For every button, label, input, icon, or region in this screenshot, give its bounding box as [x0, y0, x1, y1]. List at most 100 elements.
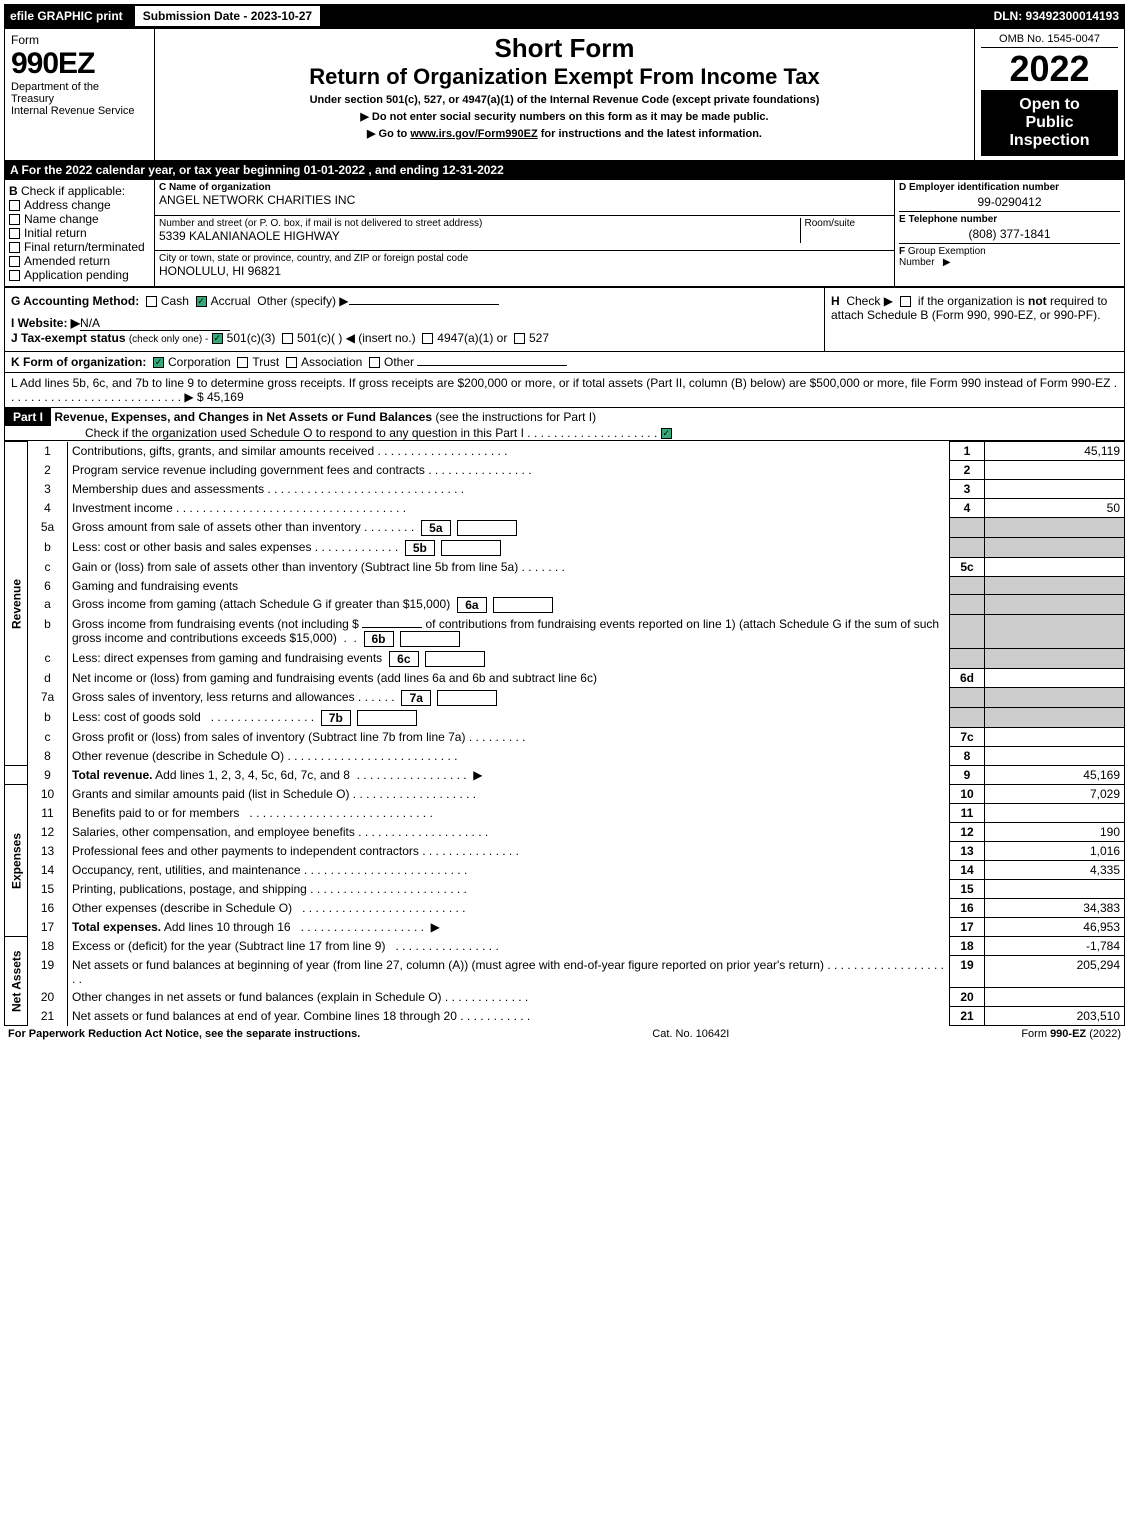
line-9-ref: 9	[950, 766, 985, 785]
check-schedule-o[interactable]	[661, 428, 672, 439]
line-9-desc: Total revenue.	[72, 768, 152, 782]
netassets-section-label: Net Assets	[5, 937, 28, 1026]
line-12-ref: 12	[950, 823, 985, 842]
line-19-ref: 19	[950, 956, 985, 988]
city-state-zip: HONOLULU, HI 96821	[159, 264, 890, 278]
check-name-change[interactable]: Name change	[9, 212, 150, 226]
note-goto: ▶ Go to www.irs.gov/Form990EZ for instru…	[161, 123, 968, 140]
line-12-no: 12	[28, 823, 68, 842]
line-17-ref: 17	[950, 918, 985, 937]
line-7b-sub: 7b	[321, 710, 351, 726]
submission-date: Submission Date - 2023-10-27	[133, 4, 322, 28]
line-7c-ref: 7c	[950, 728, 985, 747]
line-6a-desc: Gross income from gaming (attach Schedul…	[72, 597, 450, 611]
line-6c-no: c	[28, 649, 68, 669]
check-trust[interactable]	[237, 357, 248, 368]
line-5b-sub: 5b	[405, 540, 435, 556]
footer-left: For Paperwork Reduction Act Notice, see …	[8, 1028, 360, 1040]
short-form-title: Short Form	[161, 33, 968, 64]
line-4-amt: 50	[985, 499, 1125, 518]
line-2-ref: 2	[950, 461, 985, 480]
line-2-no: 2	[28, 461, 68, 480]
section-j: J Tax-exempt status (check only one) - 5…	[11, 331, 818, 345]
line-10-no: 10	[28, 785, 68, 804]
section-g-label: G Accounting Method:	[11, 294, 139, 308]
part1-note: (see the instructions for Part I)	[435, 410, 596, 424]
part1-title: Revenue, Expenses, and Changes in Net As…	[54, 410, 432, 424]
check-final-return[interactable]: Final return/terminated	[9, 240, 150, 254]
open-to-public: Open toPublicInspection	[981, 90, 1118, 156]
line-11-ref: 11	[950, 804, 985, 823]
line-5b-desc: Less: cost or other basis and sales expe…	[72, 540, 311, 554]
efile-label: efile GRAPHIC print	[4, 9, 129, 23]
line-14-desc: Occupancy, rent, utilities, and maintena…	[72, 863, 301, 877]
section-a: A For the 2022 calendar year, or tax yea…	[4, 161, 1125, 179]
line-13-ref: 13	[950, 842, 985, 861]
check-527[interactable]	[514, 333, 525, 344]
line-7a-sub: 7a	[401, 690, 431, 706]
line-19-no: 19	[28, 956, 68, 988]
line-8-desc: Other revenue (describe in Schedule O)	[72, 749, 284, 763]
line-7a-desc: Gross sales of inventory, less returns a…	[72, 690, 355, 704]
check-schedule-b[interactable]	[900, 296, 911, 307]
expenses-section-label: Expenses	[5, 785, 28, 937]
website-value: N/A	[80, 316, 230, 331]
part1-header: Part I Revenue, Expenses, and Changes in…	[4, 408, 1125, 441]
check-address-change[interactable]: Address change	[9, 198, 150, 212]
line-6b-sub: 6b	[364, 631, 394, 647]
line-16-ref: 16	[950, 899, 985, 918]
line-4-no: 4	[28, 499, 68, 518]
line-15-no: 15	[28, 880, 68, 899]
line-6b-no: b	[28, 615, 68, 649]
check-accrual[interactable]	[196, 296, 207, 307]
line-14-no: 14	[28, 861, 68, 880]
tax-year: 2022	[981, 48, 1118, 90]
other-specify: Other (specify) ▶	[257, 294, 348, 308]
note-ssn: ▶ Do not enter social security numbers o…	[161, 106, 968, 123]
check-other-org[interactable]	[369, 357, 380, 368]
line-8-amt	[985, 747, 1125, 766]
line-5a-no: 5a	[28, 518, 68, 538]
line-21-amt: 203,510	[985, 1007, 1125, 1026]
line-3-ref: 3	[950, 480, 985, 499]
section-c-addr-label: Number and street (or P. O. box, if mail…	[159, 218, 800, 229]
check-4947[interactable]	[422, 333, 433, 344]
line-11-desc: Benefits paid to or for members	[72, 806, 239, 820]
section-e-label: E Telephone number	[899, 211, 1120, 225]
line-5c-no: c	[28, 558, 68, 577]
line-7b-no: b	[28, 708, 68, 728]
footer: For Paperwork Reduction Act Notice, see …	[4, 1026, 1125, 1042]
check-cash[interactable]	[146, 296, 157, 307]
line-3-desc: Membership dues and assessments	[72, 482, 264, 496]
section-k: K Form of organization: Corporation Trus…	[4, 352, 1125, 373]
header-table: Form 990EZ Department of theTreasuryInte…	[4, 28, 1125, 161]
check-amended-return[interactable]: Amended return	[9, 254, 150, 268]
line-19-amt: 205,294	[985, 956, 1125, 988]
section-d-label: D Employer identification number	[899, 182, 1120, 193]
g-h-block: G Accounting Method: Cash Accrual Other …	[4, 287, 1125, 352]
check-501c3[interactable]	[212, 333, 223, 344]
revenue-section-label: Revenue	[5, 442, 28, 766]
return-title: Return of Organization Exempt From Incom…	[161, 64, 968, 90]
line-20-desc: Other changes in net assets or fund bala…	[72, 990, 442, 1004]
omb-number: OMB No. 1545-0047	[981, 33, 1118, 48]
line-13-no: 13	[28, 842, 68, 861]
line-11-no: 11	[28, 804, 68, 823]
line-13-desc: Professional fees and other payments to …	[72, 844, 419, 858]
check-association[interactable]	[286, 357, 297, 368]
check-501c[interactable]	[282, 333, 293, 344]
identity-block: B Check if applicable: Address change Na…	[4, 179, 1125, 287]
section-h: H Check ▶ if the organization is not req…	[831, 294, 1118, 322]
street-address: 5339 KALANIANAOLE HIGHWAY	[159, 229, 800, 243]
telephone: (808) 377-1841	[899, 225, 1120, 243]
check-corporation[interactable]	[153, 357, 164, 368]
check-initial-return[interactable]: Initial return	[9, 226, 150, 240]
section-l: L Add lines 5b, 6c, and 7b to line 9 to …	[4, 373, 1125, 408]
line-19-desc: Net assets or fund balances at beginning…	[72, 958, 824, 972]
section-c-city-label: City or town, state or province, country…	[159, 253, 890, 264]
line-15-desc: Printing, publications, postage, and shi…	[72, 882, 307, 896]
ein: 99-0290412	[899, 193, 1120, 211]
check-application-pending[interactable]: Application pending	[9, 268, 150, 282]
line-21-ref: 21	[950, 1007, 985, 1026]
form-number: 990EZ	[11, 47, 148, 81]
